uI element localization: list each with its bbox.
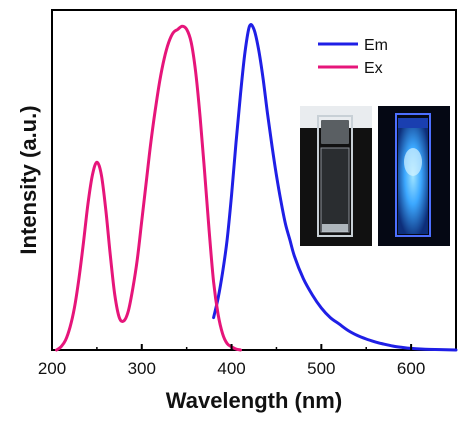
cuvette-daylight-photo: [300, 106, 372, 246]
x-tick-label-500: 500: [307, 359, 335, 378]
legend-label-em: Em: [364, 37, 388, 54]
x-tick-label-400: 400: [217, 359, 245, 378]
x-tick-label-600: 600: [397, 359, 425, 378]
series-line-ex: [55, 24, 242, 352]
x-tick-label-300: 300: [128, 359, 156, 378]
plot-frame: [51, 9, 457, 351]
cuvette-uv-photo: [378, 106, 450, 246]
legend-label-ex: Ex: [364, 60, 383, 77]
x-axis-label: Wavelength (nm): [166, 388, 342, 413]
x-tick-label-200: 200: [38, 359, 66, 378]
series-layer: [55, 23, 458, 352]
inset-photos: [300, 106, 450, 246]
x-tick-layer: 200 300 400 500 600: [38, 344, 425, 378]
series-line-em: [212, 23, 458, 352]
y-axis-label: Intensity (a.u.): [16, 105, 41, 254]
legend: Em Ex: [318, 37, 388, 77]
